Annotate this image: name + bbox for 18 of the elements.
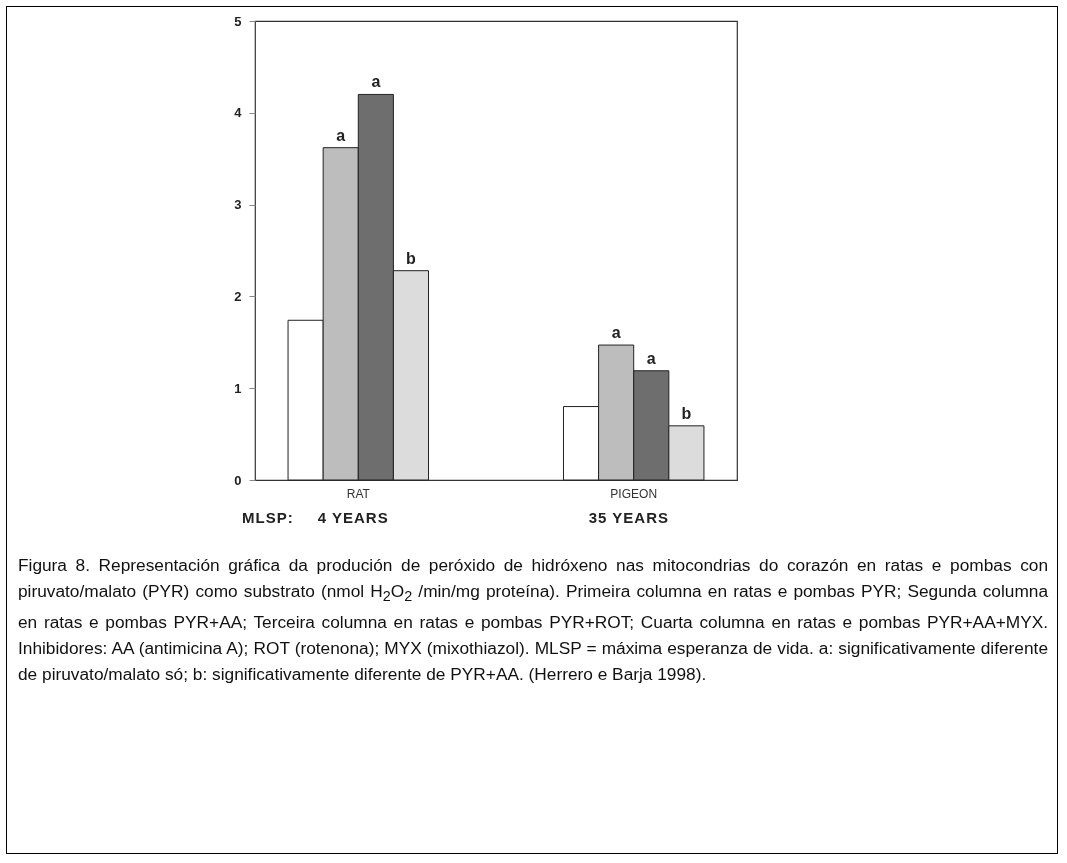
annotation: a (336, 126, 346, 144)
annotation: b (681, 404, 692, 422)
annotation: b (406, 249, 417, 267)
annotation: a (611, 324, 621, 342)
text: 4 YEARS (317, 509, 389, 526)
y-tick-label: 0 (234, 472, 242, 488)
annotation: a (371, 73, 381, 91)
y-tick-label: 4 (234, 105, 243, 121)
x-tick-label: RAT (346, 486, 371, 501)
y-tick-label: 1 (234, 380, 242, 396)
text: 35 YEARS (588, 509, 669, 526)
x-tick-label: PIGEON (610, 486, 658, 501)
annotation: a (646, 349, 656, 367)
text: MLSP: (242, 509, 294, 526)
y-tick-label: 5 (234, 13, 242, 29)
text: Figura 8. Representación gráfica da produción de peróxido de hidróxeno nas mitocondrias do corazón en ratas e pombas con piruvato/malato (PYR) como substrato (nmol H$_{2}$O$_{2}$ /min/mg proteína). Primeira columna en ratas e pombas PYR; Segunda columna en ratas e pombas PYR+AA; Terceira columna en ratas e pombas PYR+ROT; Cuarta columna en ratas e pombas PYR+AA+MYX. Inhibidores: AA (antimicina A); ROT (rotenona); MYX (mixothiazol). MLSP = máxima esperanza de vida. a: significativamente diferente de piruvato/malato só; b: significativamente diferente de PYR+AA. (Herrero e Barja 1998). (18, 555, 1049, 685)
y-tick-label: 3 (234, 197, 242, 213)
y-tick-label: 2 (234, 288, 242, 304)
